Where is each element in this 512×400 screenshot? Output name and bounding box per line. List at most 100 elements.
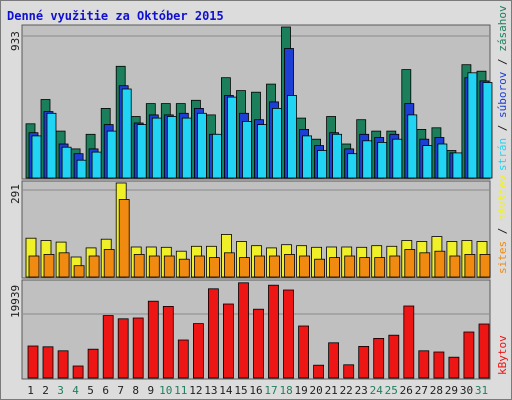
kBytov-bar-day-2 [42, 346, 54, 379]
legend-sep: / [496, 58, 509, 65]
sites-bar-day-2 [43, 253, 55, 278]
sites-bar-day-12 [193, 255, 205, 278]
strán-bar-day-17 [272, 108, 282, 179]
strán-bar-day-5 [91, 151, 102, 179]
sites-bar-day-5 [88, 255, 100, 278]
strán-bar-day-3 [61, 146, 72, 179]
x-tick-label: 6 [102, 384, 109, 397]
x-tick-label: 5 [87, 384, 94, 397]
x-tick-label: 12 [189, 384, 202, 397]
sites-bar-day-28 [434, 250, 446, 278]
kBytov-bar-day-29 [448, 356, 460, 379]
sites-bar-day-9 [148, 255, 160, 278]
kBytov-bar-day-13 [207, 288, 219, 379]
sites-bar-day-6 [103, 249, 115, 278]
sites-bar-day-21 [329, 257, 341, 278]
kBytov-bar-day-25 [388, 334, 400, 379]
strán-bar-day-24 [377, 141, 388, 179]
sites-bar-day-16 [254, 255, 265, 278]
sites-bar-day-30 [464, 253, 476, 278]
x-tick-label: 10 [159, 384, 172, 397]
strán-bar-day-10 [166, 116, 177, 179]
strán-bar-day-23 [362, 140, 373, 179]
x-tick-label: 11 [174, 384, 187, 397]
kBytov-bar-day-10 [162, 305, 174, 379]
sites-bar-day-20 [314, 258, 326, 278]
x-tick-label: 9 [147, 384, 154, 397]
x-tick-label: 19 [294, 384, 307, 397]
sites-bar-day-27 [419, 252, 431, 278]
legend-pages: strán [496, 138, 509, 171]
strán-bar-day-27 [422, 145, 433, 179]
strán-bar-day-1 [31, 135, 42, 179]
x-tick-label: 30 [460, 384, 473, 397]
x-tick-label: 18 [279, 384, 292, 397]
hits-panel-ymax-label: 933 [9, 31, 22, 51]
strán-bar-day-7 [121, 88, 132, 179]
legend-visits: návštev [496, 174, 509, 221]
sites-bar-day-17 [269, 255, 280, 278]
chart-title: Denné využitie za Október 2015 [7, 9, 224, 23]
x-axis-day-labels: 1 2 3 4 5 6 7 8 9 10 11 12 13 14 15 16 17 18 19 20 21 22 23 24 2… [27, 384, 488, 397]
sites-bar-day-14 [223, 252, 235, 278]
x-tick-label: 2 [42, 384, 49, 397]
strán-bar-day-9 [151, 117, 162, 179]
kBytov-bar-day-7 [117, 318, 129, 379]
strán-bar-day-22 [347, 153, 358, 179]
strán-bar-day-18 [287, 95, 297, 179]
sites-bar-day-19 [299, 255, 311, 278]
strán-bar-day-15 [242, 121, 252, 179]
x-tick-label: 29 [445, 384, 458, 397]
strán-bar-day-4 [76, 159, 87, 179]
x-tick-label: 21 [325, 384, 338, 397]
kbytes-panel-ymax-label: 19939 [9, 285, 22, 318]
sites-bar-day-25 [389, 255, 401, 278]
kBytov-bar-day-6 [102, 315, 114, 379]
strán-bar-day-11 [181, 117, 192, 179]
x-tick-label: 23 [355, 384, 368, 397]
x-tick-label: 8 [132, 384, 139, 397]
kBytov-bar-day-20 [313, 364, 325, 379]
sites-bar-day-7 [118, 199, 130, 278]
sites-bar-day-4 [73, 265, 85, 278]
kBytov-bar-day-21 [328, 342, 340, 379]
strán-bar-day-20 [317, 150, 328, 179]
legend-files: súborov [496, 71, 509, 118]
x-tick-label: 24 [370, 384, 384, 397]
kbytes-panel-bars [27, 282, 490, 379]
kBytov-bar-day-18 [283, 289, 294, 379]
sites-bar-day-3 [58, 252, 70, 278]
kBytov-bar-day-4 [72, 365, 84, 379]
strán-bar-day-26 [407, 114, 418, 179]
kBytov-bar-day-3 [57, 350, 69, 379]
visits-panel-ymax-label: 291 [9, 184, 22, 204]
x-tick-label: 14 [219, 384, 233, 397]
strán-bar-day-13 [211, 133, 222, 179]
sites-bar-day-15 [239, 257, 250, 278]
x-tick-label: 31 [475, 384, 488, 397]
x-tick-label: 22 [340, 384, 353, 397]
strán-bar-day-14 [226, 96, 237, 179]
legend-hits: zásahov [496, 5, 509, 52]
strán-bar-day-25 [392, 138, 403, 179]
sites-bar-day-18 [284, 253, 295, 278]
kBytov-bar-day-14 [222, 303, 234, 379]
strán-bar-day-2 [46, 112, 57, 179]
kBytov-bar-day-22 [343, 364, 355, 379]
kBytov-bar-day-9 [147, 300, 159, 379]
strán-bar-day-21 [332, 133, 343, 179]
kBytov-bar-day-11 [177, 339, 189, 379]
visits-panel-bars [25, 182, 491, 278]
legend-sep: / [496, 228, 509, 235]
sites-bar-day-26 [404, 249, 416, 278]
sites-bar-day-31 [479, 253, 491, 278]
legend-sites: sites [496, 241, 509, 274]
kBytov-bar-day-27 [418, 350, 430, 379]
strán-bar-day-16 [257, 124, 267, 179]
legend-sep: / [496, 125, 509, 132]
kBytov-bar-day-16 [253, 308, 264, 379]
x-tick-label: 27 [415, 384, 428, 397]
strán-bar-day-12 [196, 112, 207, 179]
x-tick-label: 20 [309, 384, 322, 397]
